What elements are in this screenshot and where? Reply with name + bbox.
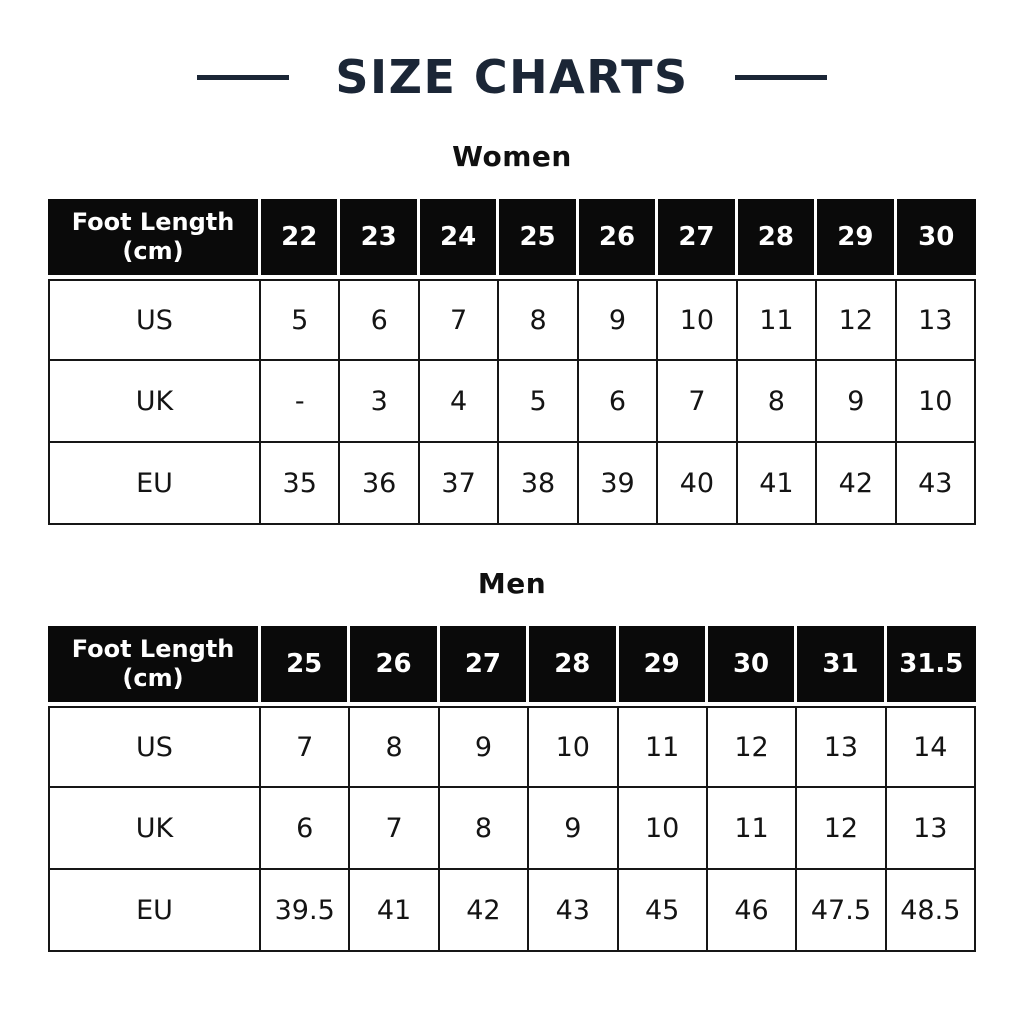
women-eu-cell: 40 — [658, 443, 738, 525]
men-col-header: 29 — [618, 626, 708, 706]
men-us-cell: 13 — [797, 706, 887, 788]
women-us-cell: 9 — [578, 279, 659, 361]
women-row-label-uk: UK — [48, 361, 261, 443]
women-row-label-us: US — [48, 279, 261, 361]
women-col-header: 25 — [499, 199, 579, 279]
men-us-cell: 14 — [886, 706, 976, 788]
women-col-header: 30 — [896, 199, 976, 279]
men-size-table: Foot Length (cm) 25 26 27 28 29 30 31 31… — [48, 626, 976, 952]
men-eu-cell: 41 — [350, 870, 440, 952]
men-col-header: 31.5 — [886, 626, 976, 706]
men-col-header: 28 — [529, 626, 619, 706]
men-col-header: 25 — [261, 626, 351, 706]
women-us-cell: 13 — [896, 279, 976, 361]
women-us-cell: 12 — [817, 279, 897, 361]
women-us-cell: 7 — [419, 279, 500, 361]
women-us-cell: 5 — [261, 279, 341, 361]
men-eu-cell: 45 — [618, 870, 708, 952]
men-eu-cell: 48.5 — [886, 870, 976, 952]
men-row-label-uk: UK — [48, 788, 261, 870]
women-eu-cell: 37 — [419, 443, 500, 525]
women-uk-cell: - — [261, 361, 341, 443]
men-row-label-eu: EU — [48, 870, 261, 952]
men-eu-cell: 42 — [439, 870, 530, 952]
men-us-cell: 11 — [618, 706, 708, 788]
women-eu-cell: 36 — [340, 443, 420, 525]
women-size-table: Foot Length (cm) 22 23 24 25 26 27 28 29… — [48, 199, 976, 525]
women-uk-cell: 7 — [658, 361, 738, 443]
women-eu-cell: 39 — [578, 443, 659, 525]
women-eu-cell: 35 — [261, 443, 341, 525]
page-title: SIZE CHARTS — [335, 50, 689, 104]
women-col-header: 26 — [578, 199, 659, 279]
men-col-header-foot-length: Foot Length (cm) — [48, 626, 261, 706]
title-right-dash — [734, 74, 827, 80]
women-col-header: 24 — [419, 199, 500, 279]
women-col-header: 27 — [658, 199, 738, 279]
women-eu-cell: 42 — [817, 443, 897, 525]
women-eu-cell: 41 — [737, 443, 818, 525]
men-eu-cell: 47.5 — [797, 870, 887, 952]
men-col-header: 30 — [707, 626, 798, 706]
men-col-header: 31 — [797, 626, 887, 706]
men-uk-cell: 13 — [886, 788, 976, 870]
women-col-header: 22 — [261, 199, 341, 279]
men-uk-cell: 11 — [707, 788, 798, 870]
men-col-header: 26 — [350, 626, 440, 706]
women-uk-cell: 8 — [737, 361, 818, 443]
women-us-cell: 6 — [340, 279, 420, 361]
women-col-header: 23 — [340, 199, 420, 279]
men-us-cell: 9 — [439, 706, 530, 788]
page-header: SIZE CHARTS — [0, 50, 1024, 104]
women-uk-cell: 3 — [340, 361, 420, 443]
men-us-cell: 8 — [350, 706, 440, 788]
men-eu-cell: 43 — [529, 870, 619, 952]
men-uk-cell: 8 — [439, 788, 530, 870]
men-uk-cell: 6 — [261, 788, 351, 870]
women-eu-cell: 38 — [499, 443, 579, 525]
women-us-cell: 8 — [499, 279, 579, 361]
men-col-header: 27 — [439, 626, 530, 706]
men-us-cell: 12 — [707, 706, 798, 788]
men-size-chart: Men Foot Length (cm) 25 26 27 28 29 30 3… — [0, 567, 1024, 952]
men-uk-cell: 7 — [350, 788, 440, 870]
women-uk-cell: 10 — [896, 361, 976, 443]
men-us-cell: 7 — [261, 706, 351, 788]
women-uk-cell: 5 — [499, 361, 579, 443]
women-col-header-foot-length: Foot Length (cm) — [48, 199, 261, 279]
women-size-chart: Women Foot Length (cm) 22 23 24 25 26 27… — [0, 140, 1024, 525]
men-uk-cell: 12 — [797, 788, 887, 870]
title-left-dash — [197, 74, 290, 80]
women-row-label-eu: EU — [48, 443, 261, 525]
women-col-header: 28 — [737, 199, 818, 279]
men-eu-cell: 39.5 — [261, 870, 351, 952]
men-row-label-us: US — [48, 706, 261, 788]
men-uk-cell: 9 — [529, 788, 619, 870]
men-us-cell: 10 — [529, 706, 619, 788]
women-us-cell: 11 — [737, 279, 818, 361]
women-uk-cell: 4 — [419, 361, 500, 443]
women-uk-cell: 6 — [578, 361, 659, 443]
men-uk-cell: 10 — [618, 788, 708, 870]
women-uk-cell: 9 — [817, 361, 897, 443]
women-col-header: 29 — [817, 199, 897, 279]
women-eu-cell: 43 — [896, 443, 976, 525]
men-section-title: Men — [477, 567, 547, 600]
women-section-title: Women — [452, 140, 572, 173]
women-us-cell: 10 — [658, 279, 738, 361]
men-eu-cell: 46 — [707, 870, 798, 952]
